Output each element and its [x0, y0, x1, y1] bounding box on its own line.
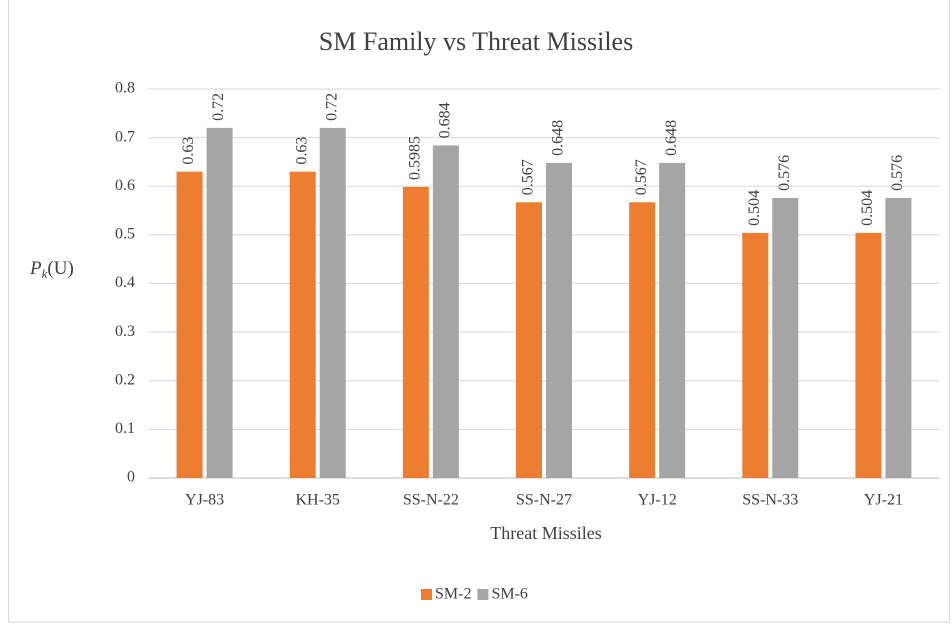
data-label: 0.72 [210, 93, 227, 121]
data-label: 0.63 [293, 137, 310, 165]
y-tick-label: 0.3 [115, 323, 135, 340]
chart-border [8, 0, 950, 623]
bar [289, 171, 316, 478]
data-label: 0.504 [746, 190, 763, 226]
data-label: 0.648 [663, 120, 680, 156]
legend-swatch [421, 589, 432, 600]
y-label-rest: (U) [47, 258, 73, 279]
bar [855, 232, 882, 478]
legend-label: SM-6 [491, 586, 527, 603]
data-label: 0.576 [889, 155, 906, 191]
y-tick-label: 0.1 [115, 420, 135, 437]
data-label: 0.63 [180, 137, 197, 165]
bar [742, 232, 769, 478]
data-label: 0.72 [323, 93, 340, 121]
x-axis-label: Threat Missiles [490, 523, 601, 543]
bar [885, 197, 912, 479]
data-label: 0.504 [859, 190, 876, 226]
chart-title: SM Family vs Threat Missiles [319, 27, 633, 56]
data-label: 0.567 [633, 159, 650, 195]
y-tick-label: 0.8 [115, 80, 135, 97]
y-tick-label: 0 [127, 469, 135, 486]
data-label: 0.567 [520, 159, 537, 195]
x-tick-label: SS-N-33 [742, 492, 798, 509]
y-tick-label: 0.6 [115, 177, 135, 194]
y-axis-label: Pk(U) [29, 258, 74, 281]
legend-swatch [477, 589, 489, 600]
y-tick-label: 0.7 [115, 128, 135, 145]
data-label: 0.648 [550, 120, 567, 156]
bar [319, 127, 346, 479]
y-label-base: P [29, 258, 42, 279]
y-tick-label: 0.5 [115, 226, 135, 243]
x-tick-label: YJ-83 [185, 492, 224, 509]
data-label: 0.576 [776, 155, 793, 191]
bar [402, 186, 429, 478]
bar [432, 145, 459, 478]
x-tick-label: SS-N-22 [403, 492, 459, 509]
y-tick-label: 0.2 [115, 371, 135, 388]
bar [546, 162, 572, 478]
data-label: 0.5985 [407, 136, 424, 180]
bar [772, 197, 799, 479]
x-tick-label: SS-N-27 [516, 492, 572, 509]
data-label: 0.684 [437, 102, 454, 138]
bar [516, 202, 542, 478]
bar [176, 171, 203, 478]
x-tick-label: YJ-21 [864, 492, 903, 509]
y-tick-label: 0.4 [115, 274, 135, 291]
bar [206, 127, 233, 479]
bar [659, 162, 686, 478]
legend-label: SM-2 [435, 586, 471, 603]
bar [629, 202, 656, 478]
x-tick-label: YJ-12 [638, 492, 677, 509]
y-label-sub: k [42, 266, 48, 281]
x-tick-label: KH-35 [295, 492, 339, 509]
